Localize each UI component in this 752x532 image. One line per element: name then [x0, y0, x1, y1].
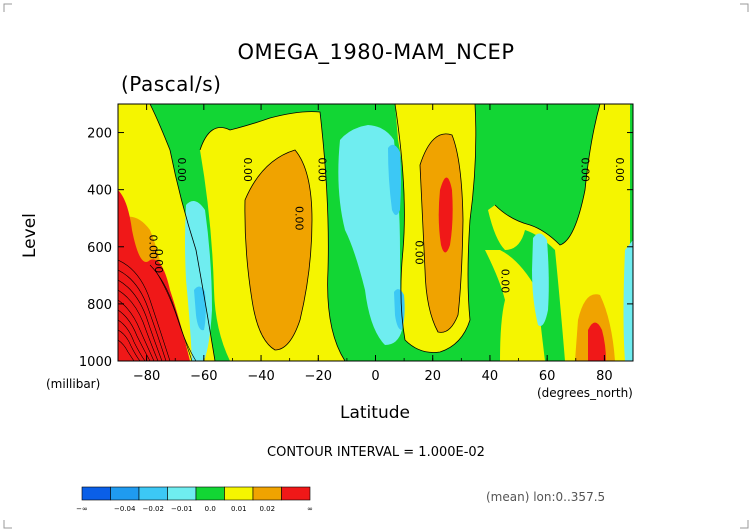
- contour-label: 0.00: [579, 157, 592, 182]
- region-red-eq: [438, 177, 453, 253]
- contour-label: 0.00: [613, 157, 626, 182]
- dense-contours: [118, 259, 197, 361]
- colorbar: −∞ −0.04 −0.02 −0.01 0.0 0.01 0.02 ∞: [76, 486, 313, 513]
- chart-units: (Pascal/s): [121, 72, 222, 96]
- region-blue-sh: [194, 286, 206, 331]
- x-tick-label: −80: [133, 369, 160, 384]
- colorbar-label: −0.04: [114, 505, 136, 513]
- colorbar-swatch: [281, 486, 311, 501]
- page-corner-marks: [3, 3, 749, 529]
- colorbar-swatch: [167, 486, 197, 501]
- x-tick-label: 20: [424, 369, 441, 384]
- colorbar-swatch: [110, 486, 140, 501]
- colorbar-swatch: [138, 486, 168, 501]
- region-yellow-nh-low: [485, 250, 545, 361]
- region-orange-sh: [244, 150, 312, 350]
- colorbar-label: 0.01: [231, 505, 247, 513]
- mean-note: (mean) lon:0..357.5: [486, 490, 606, 504]
- contour-label: 0.00: [175, 157, 188, 182]
- y-tick-label: 200: [87, 127, 112, 142]
- x-tick-label: 40: [482, 369, 499, 384]
- region-red-nh: [588, 322, 606, 361]
- x-axis-ticks: −80 −60 −40 −20 0 20 40 60 80: [117, 104, 634, 384]
- colorbar-swatch: [195, 486, 225, 501]
- x-tick-label: 60: [539, 369, 556, 384]
- contour-fields: [118, 104, 633, 361]
- contour-label: 0.00: [241, 157, 254, 182]
- x-tick-label: 0: [371, 369, 379, 384]
- colorbar-label: 0.02: [259, 505, 275, 513]
- colorbar-label: −0.02: [143, 505, 164, 513]
- region-blue-eq: [388, 144, 401, 215]
- y-tick-label: 1000: [79, 355, 112, 370]
- colorbar-label: ∞: [307, 505, 313, 513]
- contour-lines: [149, 104, 601, 361]
- y-tick-label: 600: [87, 241, 112, 256]
- y-axis-unit: (millibar): [46, 377, 101, 391]
- y-axis-label: Level: [20, 213, 40, 258]
- colorbar-swatch: [252, 486, 282, 501]
- x-axis-unit: (degrees_north): [537, 386, 633, 400]
- x-tick-label: 80: [596, 369, 613, 384]
- contour-label: 0.00: [315, 157, 328, 182]
- region-cyan-eq: [338, 125, 402, 345]
- region-cyan-np: [623, 240, 633, 361]
- x-tick-label: −60: [190, 369, 217, 384]
- chart-title: OMEGA_1980-MAM_NCEP: [237, 40, 515, 64]
- region-red-south: [118, 190, 190, 361]
- contour-label: 0.00: [152, 249, 165, 274]
- contour-label: 0.00: [146, 235, 159, 260]
- y-tick-label: 800: [87, 298, 112, 313]
- contour-label: 0.00: [413, 240, 426, 265]
- colorbar-label: −0.01: [171, 505, 192, 513]
- x-tick-label: −20: [305, 369, 332, 384]
- colorbar-label: 0.0: [205, 505, 216, 513]
- x-tick-label: −40: [247, 369, 274, 384]
- x-axis-label: Latitude: [340, 403, 410, 423]
- contour-interval-note: CONTOUR INTERVAL = 1.000E-02: [267, 445, 485, 460]
- region-cyan-nh: [532, 233, 549, 326]
- contour-label: 0.00: [292, 206, 305, 231]
- contour-label: 0.00: [498, 269, 511, 294]
- colorbar-label: −∞: [76, 505, 88, 513]
- contour-label-group: 0.000.00 0.000.000.000.000.000.000.00 0.00: [146, 157, 625, 293]
- y-tick-label: 400: [87, 184, 112, 199]
- colorbar-swatch: [224, 486, 254, 501]
- y-axis-ticks: 200 400 600 800 1000: [79, 127, 633, 370]
- colorbar-swatch: [81, 486, 111, 501]
